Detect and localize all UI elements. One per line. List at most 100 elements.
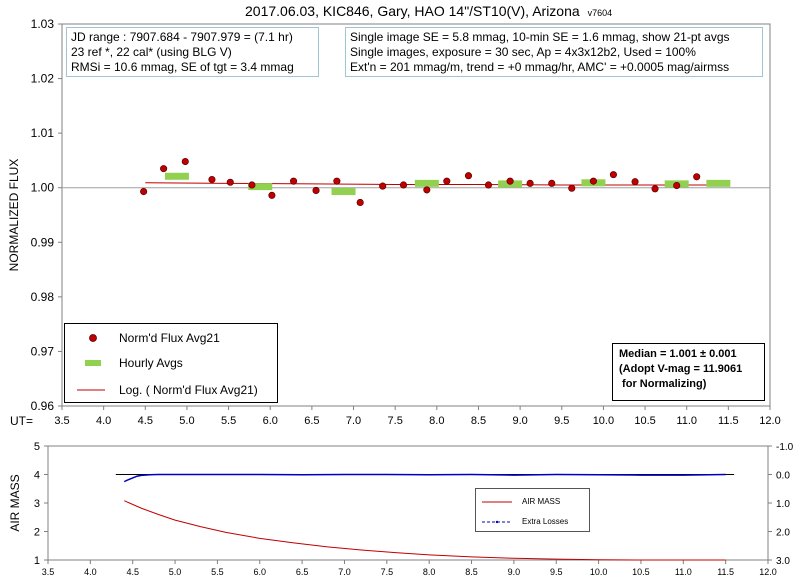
flux-y-tick-label: 0.98 (31, 290, 55, 304)
flux-x-tick-label: 9.5 (554, 415, 569, 427)
flux-x-tick-label: 10.5 (634, 415, 655, 427)
flux-point (484, 181, 493, 189)
flux-point (631, 178, 639, 186)
info-left-line-3: RMSi = 10.6 mmag, SE of tgt = 3.4 mmag (71, 60, 294, 74)
legend-losses-marker (495, 520, 499, 524)
hourly-avg-bar (331, 188, 356, 196)
flux-point (140, 187, 148, 196)
airmass-line (124, 500, 726, 561)
flux-x-tick-label: 7.0 (346, 415, 361, 427)
flux-point (693, 173, 701, 181)
info-right-line-2: Single images, exposure = 30 sec, Ap = 4… (350, 45, 696, 59)
flux-x-tick-label: 8.0 (429, 415, 444, 427)
hourly-avg-bar (414, 179, 439, 187)
flux-y-tick-label: 1.02 (31, 72, 55, 86)
median-line-3: for Normalizing) (619, 378, 707, 390)
losses-y-axis: 3.0 2.0 1.0 0.0 -1.0 (768, 442, 794, 567)
flux-x-tick-label: 6.0 (263, 415, 278, 427)
flux-point (423, 186, 431, 194)
chart-title-main: 2017.06.03, KIC846, Gary, HAO 14"/ST10(V… (245, 3, 580, 19)
flux-point (609, 171, 617, 179)
flux-x-tick-label: 7.5 (388, 415, 403, 427)
flux-point (181, 157, 189, 166)
flux-y-tick-label: 1.01 (31, 126, 55, 140)
airmass-x-tick-label: 4.0 (84, 567, 97, 577)
legend-losses-label: Extra Losses (522, 517, 569, 526)
airmass-y-label: AIR MASS (8, 474, 22, 531)
hourly-avg-bar (164, 172, 189, 180)
legend-hourly-label: Hourly Avgs (119, 356, 183, 370)
flux-y-axis: 0.96 0.97 0.98 0.99 1.00 1.01 1.02 1.03 (31, 17, 62, 413)
flux-x-tick-label: 12.0 (759, 415, 780, 427)
airmass-x-tick-label: 3.5 (42, 567, 55, 577)
airmass-lines (123, 473, 726, 561)
airmass-x-tick-label: 5.0 (169, 567, 182, 577)
airmass-legend: AIR MASS Extra Losses (475, 488, 590, 532)
flux-point (548, 179, 556, 187)
median-box: Median = 1.001 ± 0.001 (Adopt V-mag = 11… (612, 343, 765, 401)
info-right-line-3: Ext'n = 201 mmag/m, trend = +0 mmag/hr, … (350, 60, 730, 74)
hourly-avg-bar (706, 179, 731, 187)
airmass-plot: 1 2 3 4 5 3.0 2.0 1.0 0.0 -1.0 3.5 4.0 4.5 5.0 5.5 6.… (8, 441, 794, 577)
flux-point (568, 184, 576, 192)
flux-x-tick-label: 10.0 (593, 415, 614, 427)
airmass-y-axis: 1 2 3 4 5 (34, 441, 48, 567)
flux-point (526, 179, 534, 187)
airmass-y-tick-label: 2 (34, 527, 40, 539)
flux-y-tick-label: 0.96 (31, 399, 55, 413)
flux-y-tick-label: 1.03 (31, 17, 55, 31)
flux-point (379, 182, 387, 190)
losses-y-tick-label: 3.0 (776, 556, 790, 567)
chart-title-version: v7604 (588, 8, 613, 18)
flux-x-tick-label: 5.5 (221, 415, 236, 427)
airmass-x-tick-label: 6.5 (296, 567, 309, 577)
airmass-x-tick-label: 4.5 (126, 567, 139, 577)
airmass-y-tick-label: 5 (34, 441, 40, 453)
airmass-x-tick-label: 7.0 (338, 567, 351, 577)
airmass-x-tick-label: 10.5 (632, 567, 650, 577)
flux-legend: Norm'd Flux Avg21 Hourly Avgs Log. ( Nor… (64, 323, 278, 403)
airmass-y-tick-label: 3 (34, 498, 40, 510)
flux-point (443, 177, 451, 185)
airmass-x-tick-label: 8.5 (465, 567, 478, 577)
flux-point (464, 172, 473, 180)
flux-point (248, 181, 256, 189)
flux-y-label: NORMALIZED FLUX (7, 159, 21, 272)
flux-points (140, 157, 701, 206)
flux-x-tick-label: 4.5 (138, 415, 153, 427)
flux-point (589, 177, 597, 185)
hourly-avg-bar (248, 183, 273, 191)
airmass-x-tick-label: 11.5 (717, 567, 734, 577)
flux-point (356, 198, 364, 206)
airmass-x-axis: 3.5 4.0 4.5 5.0 5.5 6.0 6.5 7.0 7.5 8.0 8.5 9.0 9.5 1… (42, 560, 777, 577)
info-box-right: Single image SE = 5.8 mmag, 10-min SE = … (345, 27, 763, 77)
airmass-x-tick-label: 12.0 (759, 567, 777, 577)
flux-x-tick-label: 5.0 (179, 415, 194, 427)
flux-point (651, 185, 659, 193)
airmass-x-tick-label: 9.5 (550, 567, 563, 577)
airmass-x-tick-label: 11.0 (675, 567, 692, 577)
ut-label: UT= (10, 414, 33, 428)
losses-y-tick-label: 1.0 (776, 499, 790, 510)
info-right-line-1: Single image SE = 5.8 mmag, 10-min SE = … (350, 30, 730, 44)
flux-point (333, 177, 341, 185)
flux-point (673, 181, 681, 190)
airmass-y-tick-label: 1 (34, 555, 40, 567)
flux-point (208, 175, 216, 184)
extra-losses-line (123, 473, 726, 483)
airmass-plot-area (47, 445, 769, 561)
losses-y-tick-label: 0.0 (776, 471, 790, 482)
airmass-legend-symbols (482, 501, 512, 524)
median-line-1: Median = 1.001 ± 0.001 (619, 348, 737, 360)
legend-flux-point-icon (89, 334, 97, 342)
flux-point (312, 186, 320, 194)
flux-x-tick-label: 9.0 (512, 415, 527, 427)
airmass-x-tick-label: 8.0 (423, 567, 436, 577)
legend-trend-label: Log. ( Norm'd Flux Avg21) (119, 383, 258, 397)
losses-y-tick-label: -1.0 (776, 442, 794, 453)
losses-y-tick-label: 2.0 (776, 528, 790, 539)
info-box-left: JD range : 7907.684 - 7907.979 = (7.1 hr… (66, 27, 319, 77)
flux-y-tick-label: 1.00 (31, 181, 55, 195)
flux-legend-symbols (77, 334, 105, 391)
